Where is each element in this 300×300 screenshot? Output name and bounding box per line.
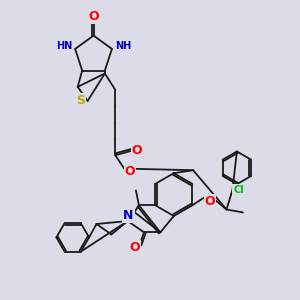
Text: O: O bbox=[205, 195, 215, 208]
Text: NH: NH bbox=[115, 41, 131, 51]
Text: O: O bbox=[124, 207, 134, 220]
Text: O: O bbox=[130, 241, 140, 254]
Text: O: O bbox=[88, 10, 99, 23]
Text: S: S bbox=[76, 94, 85, 107]
Text: O: O bbox=[125, 165, 136, 178]
Text: HN: HN bbox=[56, 41, 72, 51]
Text: N: N bbox=[123, 209, 134, 222]
Text: O: O bbox=[132, 144, 142, 157]
Text: Cl: Cl bbox=[233, 184, 244, 194]
